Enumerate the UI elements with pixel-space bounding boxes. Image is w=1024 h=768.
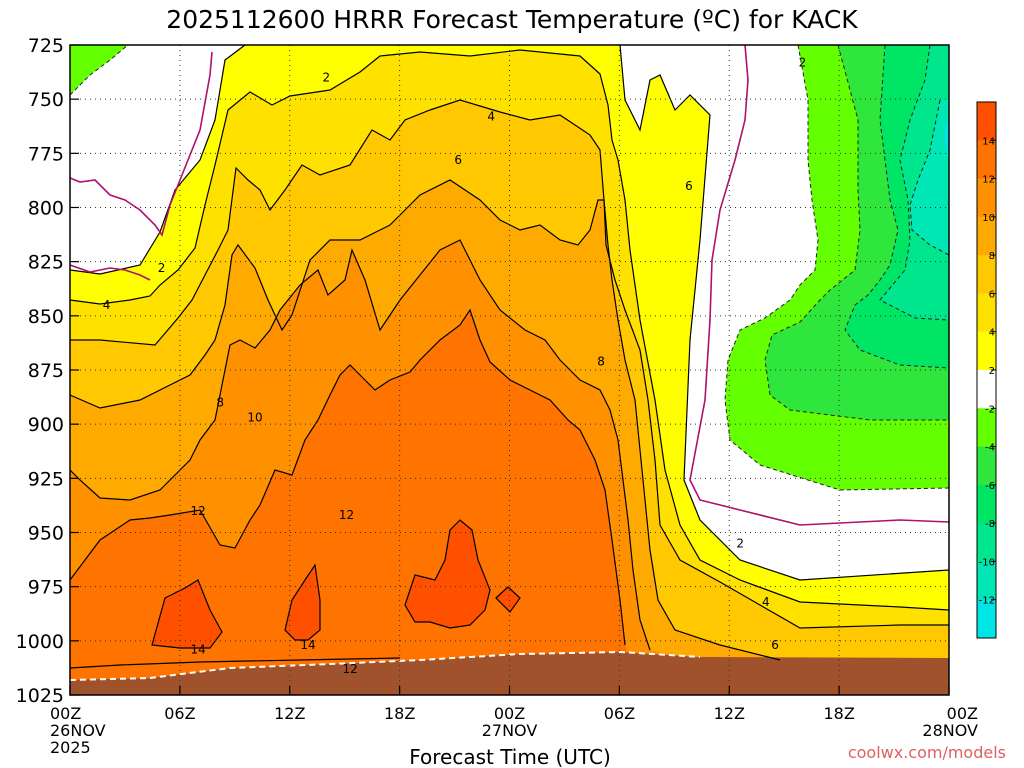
contour-label: 4 (762, 595, 770, 609)
colorbar-tick-label: -2 (985, 404, 995, 415)
band-neg2-topleft (70, 45, 128, 95)
negative-contours (70, 45, 949, 491)
colorbar-tick-label: -6 (985, 481, 995, 492)
contour-lines (70, 45, 949, 669)
colorbar: 14 12 10 8 6 4 2 -2 -4 -6 -8 -10 -12 (976, 101, 997, 639)
colorbar-tick-label: 10 (982, 213, 995, 224)
colorbar-bin (977, 561, 996, 601)
plot-area: 2 4 2 6 6 2 4 8 10 12 12 8 14 14 12 2 4 6 (70, 45, 949, 695)
band-12 (70, 310, 949, 695)
colorbar-bin (977, 370, 996, 409)
credit-text: coolwx.com/models (848, 743, 1006, 762)
x-tick-label: 26NOV (50, 721, 106, 740)
x-tick-label: 12Z (274, 704, 305, 723)
contour-label: 12 (343, 662, 358, 676)
x-tick-label: 28NOV (922, 721, 978, 740)
contour-label: 2 (799, 55, 807, 69)
x-tick-label: 2025 (50, 738, 91, 757)
colorbar-bin (977, 484, 996, 524)
x-tick-label: 00Z (494, 704, 525, 723)
contour-label: 4 (487, 110, 495, 124)
x-tick-label: 18Z (384, 704, 415, 723)
x-axis-label: Forecast Time (UTC) (409, 745, 611, 768)
colorbar-bin (977, 408, 996, 448)
grid (70, 45, 949, 695)
contour-label: 12 (191, 504, 206, 518)
contour-label: 6 (454, 153, 462, 167)
colorbar-tick-label: -10 (979, 557, 995, 568)
contour-label: 14 (300, 638, 315, 652)
contour-label: 4 (103, 298, 111, 312)
contour-label: 8 (597, 354, 605, 368)
colorbar-bin (977, 293, 996, 333)
y-tick-label: 900 (28, 414, 64, 436)
chart-title: 2025112600 HRRR Forecast Temperature (ºC… (166, 5, 858, 34)
x-tick-label: 00Z (50, 704, 81, 723)
colorbar-tick-label: 2 (989, 366, 995, 377)
y-tick-label: 775 (28, 143, 64, 165)
x-tick-label: 06Z (164, 704, 195, 723)
freezing-line (70, 45, 949, 526)
colorbar-tick-label: -4 (985, 443, 995, 454)
colorbar-tick-label: -12 (979, 596, 995, 607)
colorbar-bin (977, 102, 996, 141)
contour-label: 2 (323, 71, 331, 85)
colorbar-tick-label: 6 (989, 289, 995, 300)
y-tick-label: 750 (28, 89, 64, 111)
x-tick-label: 00Z (947, 704, 978, 723)
colorbar-bin (977, 216, 996, 256)
colorbar-bin (977, 178, 996, 218)
y-tick-label: 825 (28, 252, 64, 274)
y-tick-label: 975 (28, 577, 64, 599)
contour-label: 12 (339, 508, 354, 522)
band-neg12 (945, 120, 949, 160)
y-tick-label: 1025 (16, 685, 64, 707)
band-neg10 (910, 100, 949, 255)
colorbar-bin (977, 446, 996, 486)
contour-label: 2 (736, 536, 744, 550)
x-tick-label: 12Z (714, 704, 745, 723)
y-tick-label: 950 (28, 523, 64, 545)
contour-label: 2 (158, 261, 166, 275)
colorbar-bin (977, 255, 996, 294)
x-tick-label: 18Z (823, 704, 854, 723)
band-14-b (285, 565, 320, 640)
colorbar-tick-label: 12 (982, 175, 995, 186)
y-tick-label: 925 (28, 468, 64, 490)
colorbar-tick-label: -8 (985, 519, 995, 530)
colorbar-bin (977, 140, 996, 180)
band-neg8 (880, 45, 949, 320)
colorbar-tick-label: 8 (989, 251, 995, 262)
colorbar-bin (977, 599, 996, 639)
y-tick-label: 725 (28, 35, 64, 57)
y-tick-label: 800 (28, 198, 64, 220)
ground (70, 652, 949, 695)
band-14-c (405, 520, 490, 628)
x-tick-label: 06Z (604, 704, 635, 723)
contour-label: 8 (216, 396, 224, 410)
y-tick-label: 875 (28, 360, 64, 382)
colorbar-bin (977, 523, 996, 562)
contour-label: 6 (771, 638, 779, 652)
x-tick-label: 27NOV (482, 721, 538, 740)
y-axis: 725 750 775 800 825 850 875 900 925 950 975 1000 102… (16, 35, 79, 707)
colorbar-tick-label: 14 (982, 136, 995, 147)
y-tick-label: 850 (28, 306, 64, 328)
contour-label: 10 (247, 411, 262, 425)
colorbar-bin (977, 331, 996, 371)
y-tick-label: 1000 (16, 631, 64, 653)
contour-label: 14 (191, 643, 206, 657)
contour-labels: 2 4 2 6 6 2 4 8 10 12 12 8 14 14 12 2 4 6 (103, 55, 807, 676)
colorbar-tick-label: 4 (989, 328, 995, 339)
ground-edge (70, 650, 701, 681)
contour-label: 6 (685, 179, 693, 193)
